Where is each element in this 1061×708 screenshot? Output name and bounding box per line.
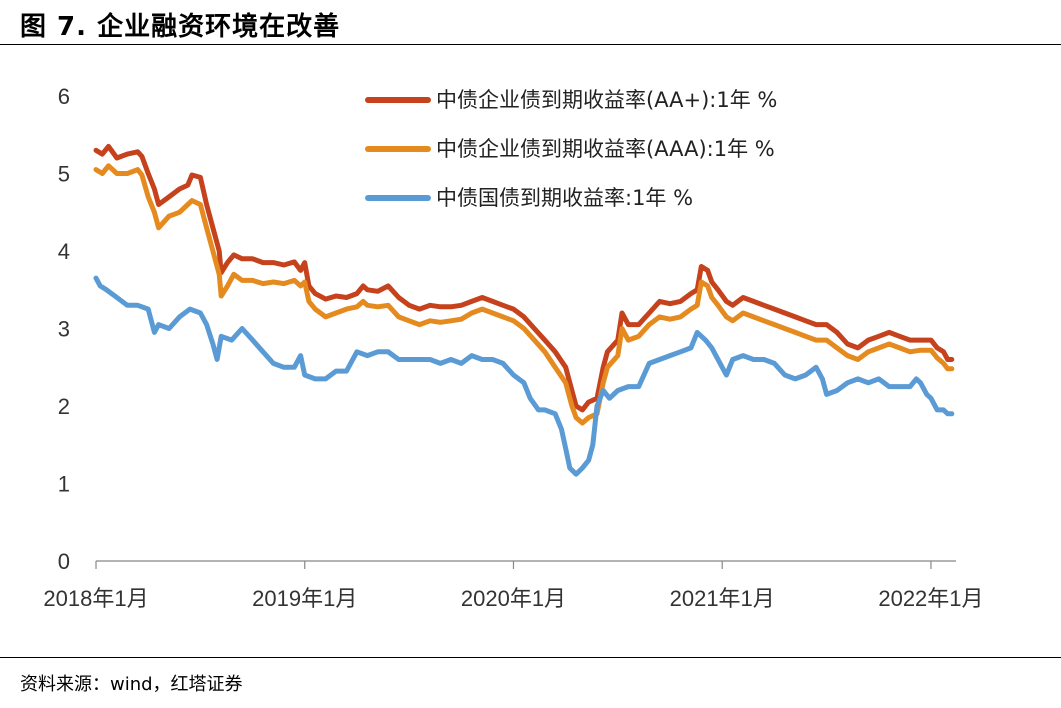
legend-label-2: 中债国债到期收益率:1年 %	[436, 186, 693, 210]
legend-label-0: 中债企业债到期收益率(AA+):1年 %	[436, 88, 777, 112]
source-note: 资料来源：wind，红塔证券	[20, 674, 243, 695]
chart-axes: 0 1 2 3 4 5 6 2018年1月 2019年1月 2020年1月 2021年1月 2022年…	[43, 84, 983, 611]
x-tick-label-1: 2019年1月	[252, 586, 357, 611]
y-tick-label-1: 1	[58, 472, 70, 497]
y-tick-label-3: 3	[58, 317, 70, 342]
top-rule	[0, 44, 1061, 45]
y-tick-label-4: 4	[58, 239, 70, 264]
figure-title: 图 7. 企业融资环境在改善	[20, 12, 341, 42]
x-tick-label-2: 2020年1月	[461, 586, 566, 611]
chart-legend: 中债企业债到期收益率(AA+):1年 % 中债企业债到期收益率(AAA):1年 %…	[365, 88, 777, 210]
x-tick-label-4: 2022年1月	[878, 586, 983, 611]
y-tick-label-6: 6	[58, 84, 70, 109]
series-line-0	[93, 143, 955, 413]
x-tick-label-3: 2021年1月	[670, 586, 775, 611]
series-line-1	[93, 163, 955, 426]
y-tick-label-0: 0	[58, 549, 70, 574]
legend-label-1: 中债企业债到期收益率(AAA):1年 %	[436, 137, 775, 161]
x-tick-label-0: 2018年1月	[43, 586, 148, 611]
bottom-rule	[0, 657, 1061, 658]
series-line-2	[93, 275, 955, 477]
series-layer	[93, 143, 955, 477]
y-tick-label-2: 2	[58, 394, 70, 419]
y-tick-label-5: 5	[58, 162, 70, 187]
